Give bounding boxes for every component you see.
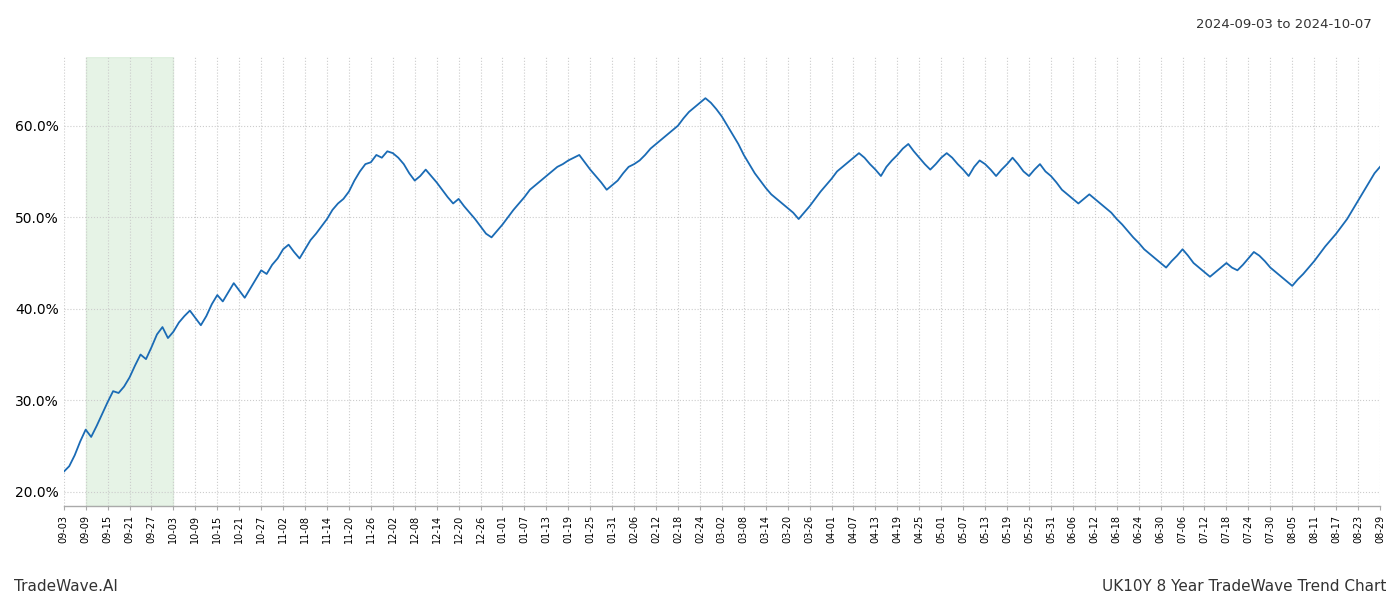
Text: UK10Y 8 Year TradeWave Trend Chart: UK10Y 8 Year TradeWave Trend Chart [1102,579,1386,594]
Text: TradeWave.AI: TradeWave.AI [14,579,118,594]
Text: 2024-09-03 to 2024-10-07: 2024-09-03 to 2024-10-07 [1196,18,1372,31]
Bar [85,57,174,506]
